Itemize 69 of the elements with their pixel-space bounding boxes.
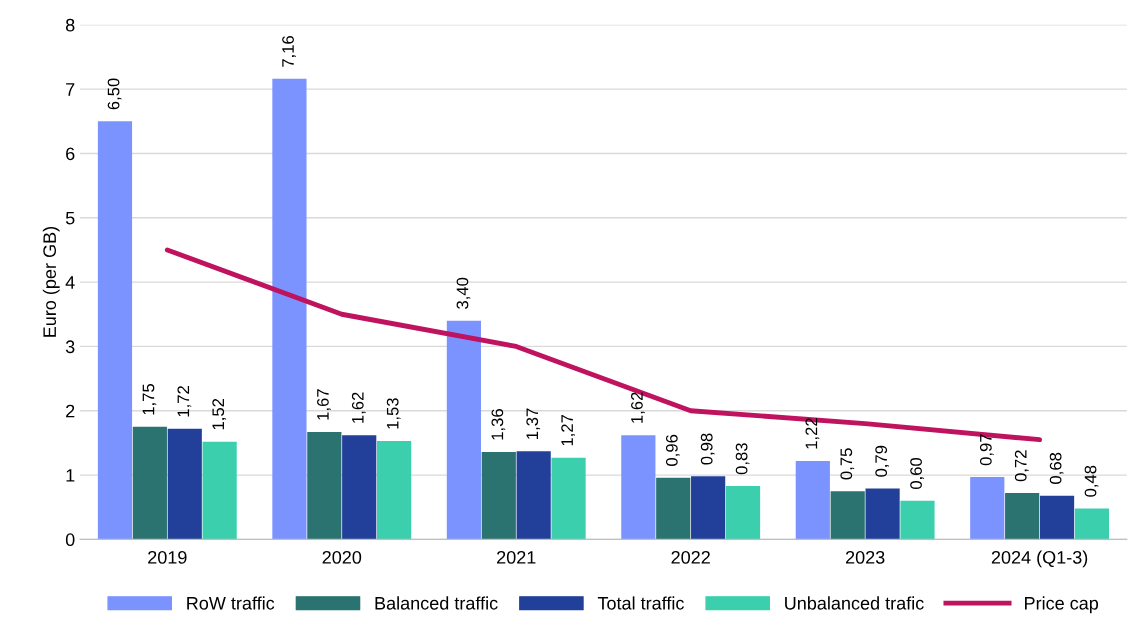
data-label: 0,75 bbox=[840, 448, 855, 480]
data-label: 1,27 bbox=[561, 414, 576, 446]
data-label: 3,40 bbox=[456, 277, 471, 309]
legend-label: Total traffic bbox=[597, 596, 684, 610]
bar bbox=[621, 435, 656, 540]
data-label: 0,97 bbox=[979, 434, 994, 466]
data-label: 1,36 bbox=[491, 409, 506, 440]
bar bbox=[516, 451, 551, 540]
y-tick-label: 1 bbox=[66, 469, 75, 482]
bar bbox=[167, 428, 202, 540]
bar bbox=[202, 441, 237, 540]
y-tick-label: 3 bbox=[65, 340, 75, 354]
y-tick-label: 7 bbox=[66, 83, 75, 96]
data-label: 1,62 bbox=[631, 392, 645, 423]
bar bbox=[551, 457, 586, 540]
data-label: 1,22 bbox=[805, 418, 820, 449]
bar bbox=[900, 500, 935, 540]
bar bbox=[691, 476, 726, 540]
y-tick-label: 0 bbox=[65, 533, 75, 547]
bar bbox=[1005, 493, 1040, 540]
bar bbox=[725, 486, 761, 540]
bar bbox=[342, 435, 377, 540]
bar bbox=[830, 491, 865, 540]
bar bbox=[1074, 508, 1110, 540]
x-tick-label: 2023 bbox=[845, 550, 885, 564]
x-tick-label: 2020 bbox=[322, 550, 362, 564]
bar bbox=[970, 477, 1005, 540]
legend-label: Unbalanced trafic bbox=[785, 596, 924, 610]
data-label: 0,79 bbox=[875, 445, 890, 477]
y-tick-label: 4 bbox=[65, 276, 75, 289]
bar bbox=[795, 460, 830, 540]
data-label: 1,75 bbox=[142, 383, 157, 415]
data-label: 1,52 bbox=[212, 398, 227, 430]
data-label: 0,68 bbox=[1049, 452, 1064, 484]
x-tick-label: 2019 bbox=[148, 550, 187, 564]
data-label: 6,50 bbox=[107, 78, 122, 110]
bar bbox=[97, 121, 133, 540]
bar bbox=[272, 78, 307, 540]
bar bbox=[865, 488, 900, 540]
y-tick-label: 5 bbox=[65, 211, 75, 225]
data-label: 0,98 bbox=[700, 433, 715, 465]
x-tick-label: 2024 (Q1-3) bbox=[991, 550, 1088, 568]
data-label: 1,62 bbox=[351, 392, 366, 423]
y-axis-title: Euro (per GB) bbox=[42, 227, 60, 337]
data-label: 1,72 bbox=[177, 386, 192, 417]
data-label: 1,53 bbox=[386, 398, 401, 429]
bar bbox=[481, 451, 516, 540]
bar bbox=[377, 440, 412, 540]
y-tick-label: 6 bbox=[66, 147, 75, 161]
bar bbox=[656, 477, 691, 540]
data-label: 0,72 bbox=[1014, 450, 1029, 482]
x-tick-label: 2021 bbox=[497, 550, 536, 564]
x-tick-label: 2022 bbox=[671, 550, 710, 564]
legend-label: RoW traffic bbox=[187, 596, 275, 610]
data-label: 1,67 bbox=[317, 389, 331, 420]
data-label: 0,60 bbox=[910, 457, 924, 490]
bar bbox=[1039, 495, 1075, 540]
bar bbox=[446, 320, 481, 540]
data-label: 7,16 bbox=[282, 36, 296, 67]
data-label: 0,48 bbox=[1084, 465, 1099, 497]
data-label: 0,96 bbox=[665, 434, 680, 466]
data-label: 0,83 bbox=[735, 443, 750, 475]
y-tick-label: 2 bbox=[66, 404, 75, 418]
legend-label: Price cap bbox=[1025, 596, 1099, 614]
bar bbox=[307, 431, 342, 540]
bar bbox=[132, 426, 167, 540]
legend-label: Balanced traffic bbox=[375, 596, 498, 610]
data-label: 1,37 bbox=[526, 408, 541, 439]
y-tick-label: 8 bbox=[65, 18, 75, 32]
